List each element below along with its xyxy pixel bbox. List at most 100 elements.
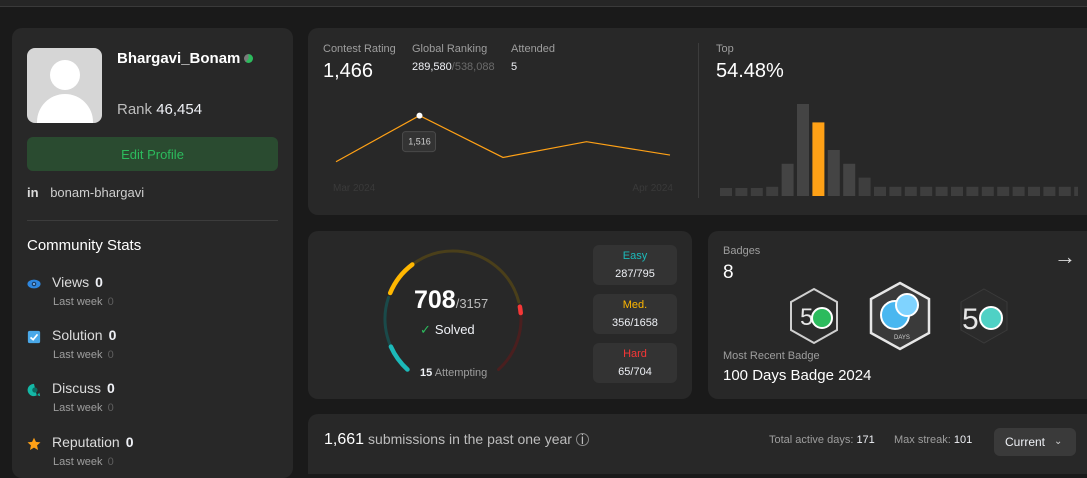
rating-tooltip-label: 1,516 [408,137,431,147]
star-icon [27,437,41,450]
histogram-bar[interactable] [935,186,948,196]
rank-label: Rank [117,101,153,118]
year-select-value: Current [1005,435,1046,449]
username: Bhargavi_Bonam [117,50,241,67]
svg-text:DAYS: DAYS [894,335,910,341]
histogram-bar[interactable] [1028,186,1040,196]
histogram-bar[interactable] [720,188,732,196]
community-stats-title: Community Stats [27,237,142,254]
year-select-dropdown[interactable]: Current ⌄ [994,428,1076,456]
solution-check-icon [27,330,41,344]
histogram-bar[interactable] [874,186,886,196]
histogram-bar[interactable] [1058,186,1071,196]
info-icon[interactable]: i [575,432,589,447]
edit-profile-button[interactable]: Edit Profile [27,137,278,171]
histogram-bar[interactable] [966,186,979,196]
solved-label: ✓ Solved [420,322,475,337]
easy-progress-arc[interactable] [388,344,410,372]
difficulty-hard[interactable]: Hard 65/704 [593,343,677,383]
histogram-bar[interactable] [781,163,794,196]
difficulty-easy[interactable]: Easy 287/795 [593,245,677,285]
submissions-title: 1,661 submissions in the past one year i [324,431,589,449]
eye-icon [27,279,41,289]
avatar[interactable] [27,48,102,123]
chevron-down-icon: ⌄ [1054,436,1063,447]
medium-label: Med. [622,299,648,311]
histogram-bar[interactable] [1012,186,1025,196]
rating-series-line [335,114,671,163]
top-percentile-histogram[interactable] [718,98,1078,198]
badges-count: 8 [723,262,734,283]
stat-solution-label: Solution 0 [52,327,117,343]
easy-label: Easy [622,250,648,262]
svg-text:5: 5 [962,303,979,336]
histogram-bar[interactable] [889,186,902,196]
attended-label: Attended [511,43,556,55]
hard-label: Hard [623,348,647,360]
histogram-bar[interactable] [735,188,748,196]
histogram-bar[interactable] [1074,186,1078,196]
histogram-bar[interactable] [843,163,856,196]
card-divider [698,43,699,198]
badges-card: Badges 8 → 5 DAYS 5 Most Recent Badge 10… [708,231,1087,399]
hard-progress-arc[interactable] [517,304,523,316]
stat-solution-sub: Last week 0 [53,349,114,361]
histogram-bar[interactable] [827,150,840,196]
avatar-body [37,94,93,123]
top-percent-value: 54.48% [716,60,784,82]
svg-text:5: 5 [800,304,813,331]
contest-rating-card: Contest Rating 1,466 Global Ranking 289,… [308,28,1087,215]
divider [27,220,278,221]
recent-badge-value: 100 Days Badge 2024 [723,367,872,384]
stat-discuss-label: Discuss 0 [52,380,115,396]
easy-value: 287/795 [615,268,655,280]
hard-track-arc[interactable] [497,305,523,372]
histogram-bar[interactable] [951,186,963,196]
profile-card: Bhargavi_Bonam Rank 46,454 Edit Profile … [12,28,293,478]
histogram-bar[interactable] [766,186,779,196]
submissions-card: 1,661 submissions in the past one year i T… [308,414,1087,474]
linkedin-handle: bonam-bhargavi [50,185,145,200]
arrow-right-icon[interactable]: → [1054,244,1076,269]
avatar-head [50,60,80,90]
global-ranking-value: 289,580/538,088 [412,61,495,73]
global-ranking-label: Global Ranking [412,43,488,55]
hard-value: 65/704 [618,366,652,378]
status-dot-icon [244,54,253,63]
solved-count: 708/3157 [414,286,489,314]
total-active-days: Total active days: 171 [769,434,875,446]
solved-progress-ring[interactable] [378,247,528,387]
badge-50-days-2024-icon[interactable]: 5 [958,287,1010,345]
badge-50-days-icon[interactable]: 5 [788,287,840,345]
stat-reputation-label: Reputation 0 [52,434,134,450]
badge-100-days-icon[interactable]: DAYS [868,281,932,351]
rank-value: 46,454 [156,101,203,118]
top-bar [0,0,1087,7]
max-streak: Max streak: 101 [894,434,973,446]
axis-end-label: Apr 2024 [632,183,673,194]
histogram-bar[interactable] [858,177,871,196]
histogram-bar[interactable] [797,104,809,196]
stat-views-label: Views 0 [52,274,103,290]
attempting-count: 15 Attempting [420,367,488,379]
attended-value: 5 [511,61,518,73]
histogram-bar[interactable] [750,188,763,196]
medium-progress-arc[interactable] [387,262,415,296]
histogram-bar[interactable] [997,186,1010,196]
rating-tooltip-box [402,131,436,153]
histogram-bar[interactable] [981,186,994,196]
badges-title: Badges [723,245,761,257]
linkedin-link[interactable]: in bonam-bhargavi [27,185,144,200]
histogram-bar[interactable] [812,122,825,196]
contest-rating-value: 1,466 [323,60,374,82]
stat-views-sub: Last week 0 [53,296,114,308]
histogram-bar[interactable] [1043,186,1056,196]
rank: Rank 46,454 [117,101,202,118]
contest-rating-line-chart[interactable]: 1,516 Mar 2024 Apr 2024 [328,96,678,196]
rating-highlight-point [416,112,423,119]
histogram-bar[interactable] [904,186,917,196]
difficulty-medium[interactable]: Med. 356/1658 [593,294,677,334]
histogram-bar[interactable] [920,186,933,196]
stat-reputation-sub: Last week 0 [53,456,114,468]
linkedin-icon: in [27,185,39,200]
